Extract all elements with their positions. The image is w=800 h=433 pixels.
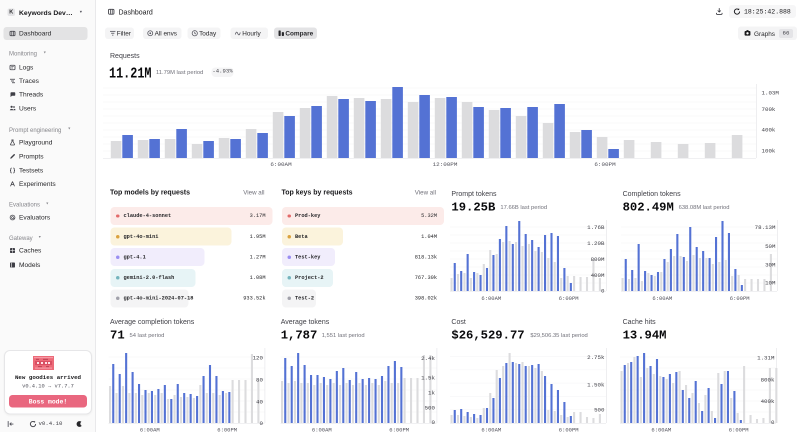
svg-text:30M: 30M	[765, 262, 776, 269]
svg-text:6:00PM: 6:00PM	[559, 295, 579, 301]
svg-text:40: 40	[256, 398, 263, 405]
svg-text:50M: 50M	[765, 243, 776, 250]
svg-text:400k: 400k	[760, 398, 774, 405]
svg-text:6:00PM: 6:00PM	[729, 427, 749, 433]
svg-text:6:00PM: 6:00PM	[389, 427, 409, 433]
svg-text:800M: 800M	[591, 256, 605, 263]
svg-text:6:00AM: 6:00AM	[481, 427, 501, 433]
svg-text:6:00AM: 6:00AM	[651, 427, 671, 433]
svg-text:120: 120	[253, 354, 264, 361]
svg-text:10M: 10M	[765, 280, 776, 287]
svg-text:800k: 800k	[760, 376, 774, 383]
svg-text:6:00AM: 6:00AM	[481, 295, 501, 301]
svg-text:400M: 400M	[591, 272, 605, 279]
svg-text:6:00PM: 6:00PM	[217, 427, 237, 433]
svg-text:1.5k: 1.5k	[421, 375, 435, 382]
svg-text:80: 80	[256, 376, 263, 383]
svg-text:1.50k: 1.50k	[587, 381, 605, 388]
svg-text:1.31M: 1.31M	[757, 355, 775, 362]
svg-text:6:00PM: 6:00PM	[594, 161, 616, 168]
svg-text:500: 500	[425, 404, 436, 411]
svg-text:12:00PM: 12:00PM	[433, 161, 458, 168]
svg-text:2.75k: 2.75k	[587, 354, 605, 361]
svg-text:6:00AM: 6:00AM	[270, 161, 292, 168]
svg-text:1.03M: 1.03M	[762, 89, 780, 96]
svg-text:6:00AM: 6:00AM	[652, 295, 672, 301]
svg-text:0: 0	[432, 419, 436, 426]
svg-text:700k: 700k	[762, 106, 776, 113]
svg-text:78.13M: 78.13M	[755, 224, 776, 231]
svg-text:6:00PM: 6:00PM	[730, 295, 750, 301]
svg-text:0: 0	[601, 288, 605, 295]
svg-text:0: 0	[260, 420, 264, 427]
svg-text:500: 500	[594, 407, 605, 414]
svg-text:1.76B: 1.76B	[587, 224, 605, 231]
svg-text:100k: 100k	[762, 147, 776, 154]
svg-text:6:00PM: 6:00PM	[559, 427, 579, 433]
svg-text:1.20B: 1.20B	[587, 240, 605, 247]
svg-text:2.4k: 2.4k	[421, 355, 435, 362]
svg-text:400k: 400k	[762, 126, 776, 133]
svg-text:1k: 1k	[428, 390, 435, 397]
svg-text:0: 0	[771, 419, 775, 426]
svg-text:6:00AM: 6:00AM	[312, 427, 332, 433]
svg-text:6:00AM: 6:00AM	[140, 427, 160, 433]
